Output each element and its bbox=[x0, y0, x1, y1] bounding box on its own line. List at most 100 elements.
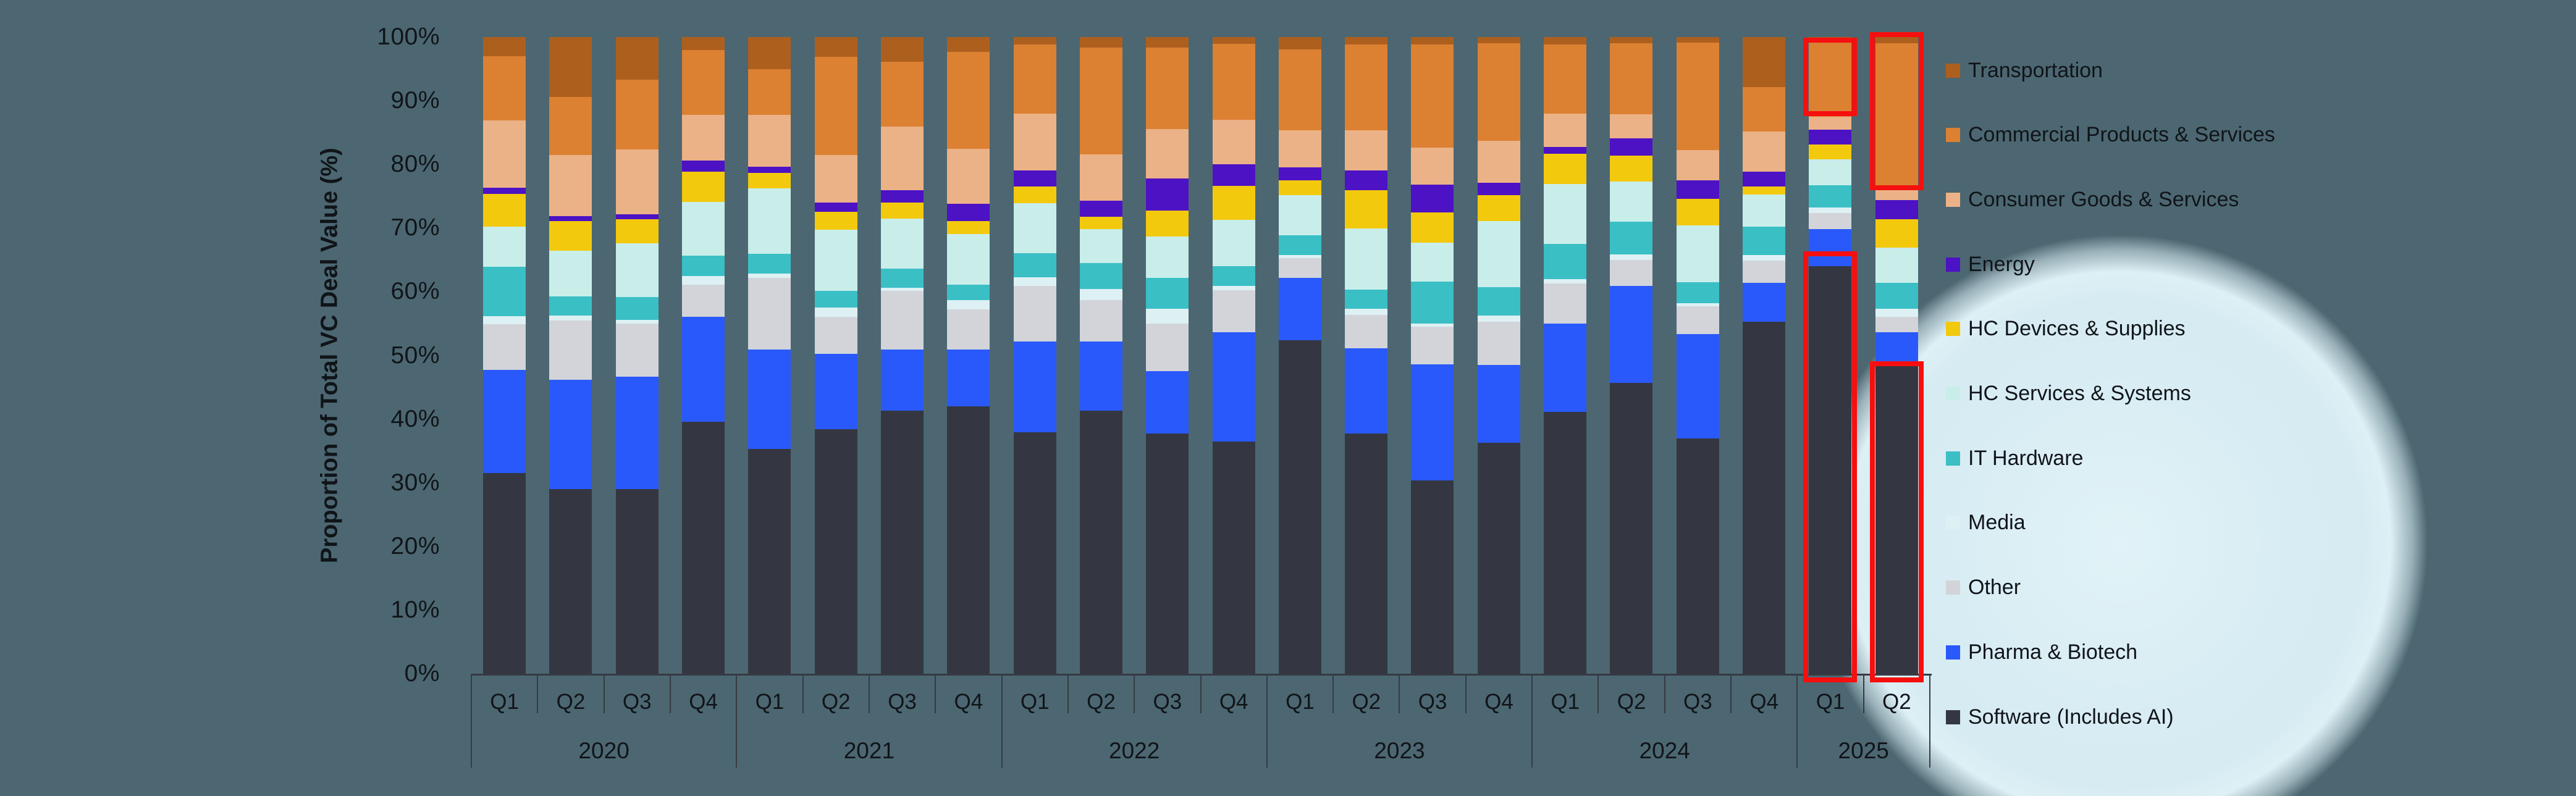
segment-hc-devices-supplies bbox=[1345, 190, 1388, 229]
x-quarter-label-q2-2025: Q2 bbox=[1882, 690, 1911, 714]
segment-hc-devices-supplies bbox=[1809, 145, 1852, 159]
legend-label-consumer-goods-services: Consumer Goods & Services bbox=[1968, 187, 2239, 211]
segment-hc-devices-supplies bbox=[748, 172, 791, 189]
x-year-label-2022: 2022 bbox=[1109, 738, 1160, 763]
segment-software-includes-ai bbox=[1875, 366, 1918, 674]
segment-other bbox=[681, 285, 725, 317]
segment-software-includes-ai bbox=[1013, 432, 1056, 674]
segment-transportation bbox=[880, 37, 924, 62]
segment-hc-services-systems bbox=[1411, 243, 1454, 282]
segment-hc-devices-supplies bbox=[1411, 212, 1454, 243]
segment-it-hardware bbox=[1411, 281, 1454, 324]
segment-software-includes-ai bbox=[1411, 480, 1454, 674]
segment-software-includes-ai bbox=[1610, 382, 1653, 674]
legend-item-transportation: Transportation bbox=[1946, 57, 2103, 84]
segment-media bbox=[1345, 309, 1388, 315]
segment-media bbox=[1079, 289, 1122, 300]
segment-pharma-biotech bbox=[1610, 286, 1653, 383]
segment-pharma-biotech bbox=[1411, 364, 1454, 480]
year-separator-tick bbox=[1796, 674, 1798, 768]
bar-q1-2020 bbox=[483, 37, 526, 674]
segment-software-includes-ai bbox=[483, 473, 526, 674]
segment-media bbox=[947, 300, 990, 310]
segment-hc-services-systems bbox=[483, 227, 526, 267]
segment-transportation bbox=[1146, 37, 1189, 48]
year-separator-tick bbox=[1001, 674, 1003, 768]
segment-it-hardware bbox=[1809, 185, 1852, 208]
x-year-label-2024: 2024 bbox=[1639, 738, 1690, 763]
segment-it-hardware bbox=[814, 291, 857, 308]
segment-energy bbox=[1079, 201, 1122, 217]
legend-swatch-pharma-biotech bbox=[1946, 645, 1960, 660]
bar-q2-2024 bbox=[1610, 37, 1653, 674]
quarter-separator-tick bbox=[1399, 674, 1400, 713]
segment-commercial-products-services bbox=[1676, 43, 1719, 150]
segment-other bbox=[748, 277, 791, 350]
bar-q2-2025 bbox=[1875, 37, 1918, 674]
segment-other bbox=[1809, 212, 1852, 230]
segment-media bbox=[1875, 309, 1918, 317]
x-quarter-label-q3-2021: Q3 bbox=[888, 690, 917, 714]
segment-commercial-products-services bbox=[1477, 43, 1520, 141]
segment-commercial-products-services bbox=[1278, 49, 1321, 130]
legend-item-consumer-goods-services: Consumer Goods & Services bbox=[1946, 186, 2239, 213]
segment-pharma-biotech bbox=[947, 350, 990, 406]
quarter-separator-tick bbox=[1134, 674, 1135, 713]
segment-commercial-products-services bbox=[748, 69, 791, 115]
year-separator-tick bbox=[1531, 674, 1533, 768]
segment-transportation bbox=[1676, 37, 1719, 43]
year-separator-tick bbox=[1266, 674, 1268, 768]
segment-commercial-products-services bbox=[1610, 43, 1653, 114]
segment-energy bbox=[681, 161, 725, 172]
segment-it-hardware bbox=[1212, 266, 1255, 287]
segment-pharma-biotech bbox=[1278, 277, 1321, 340]
x-year-label-2025: 2025 bbox=[1838, 738, 1889, 763]
segment-commercial-products-services bbox=[615, 80, 659, 149]
segment-transportation bbox=[1544, 37, 1587, 45]
x-quarter-label-q3-2024: Q3 bbox=[1683, 690, 1712, 714]
year-separator-tick bbox=[1929, 674, 1931, 768]
quarter-separator-tick bbox=[669, 674, 671, 713]
segment-pharma-biotech bbox=[1079, 341, 1122, 411]
legend-label-commercial-products-services: Commercial Products & Services bbox=[1968, 123, 2275, 147]
segment-pharma-biotech bbox=[1809, 229, 1852, 267]
legend-item-commercial-products-services: Commercial Products & Services bbox=[1946, 122, 2275, 149]
segment-commercial-products-services bbox=[1146, 47, 1189, 129]
segment-energy bbox=[549, 216, 592, 222]
segment-hc-services-systems bbox=[814, 230, 857, 291]
segment-hc-services-systems bbox=[1146, 236, 1189, 278]
segment-pharma-biotech bbox=[1676, 334, 1719, 438]
segment-consumer-goods-services bbox=[748, 114, 791, 167]
segment-consumer-goods-services bbox=[549, 154, 592, 216]
segment-hc-devices-supplies bbox=[1079, 216, 1122, 230]
segment-pharma-biotech bbox=[814, 354, 857, 430]
segment-media bbox=[1278, 254, 1321, 258]
segment-other bbox=[1743, 260, 1786, 283]
segment-hc-devices-supplies bbox=[814, 211, 857, 230]
segment-commercial-products-services bbox=[880, 62, 924, 127]
bar-q2-2021 bbox=[814, 37, 857, 674]
segment-it-hardware bbox=[1875, 283, 1918, 309]
legend-item-hc-devices-supplies: HC Devices & Supplies bbox=[1946, 316, 2185, 343]
highlight-box-q1-2025-commercial-products-services bbox=[1803, 38, 1858, 116]
quarter-separator-tick bbox=[1332, 674, 1334, 713]
segment-it-hardware bbox=[483, 267, 526, 316]
segment-other bbox=[1345, 314, 1388, 349]
quarter-separator-tick bbox=[1200, 674, 1202, 713]
x-quarter-label-q1-2023: Q1 bbox=[1286, 690, 1315, 714]
segment-hc-devices-supplies bbox=[1676, 198, 1719, 226]
segment-transportation bbox=[681, 37, 725, 50]
segment-software-includes-ai bbox=[1743, 321, 1786, 674]
x-quarter-label-q3-2020: Q3 bbox=[622, 690, 652, 714]
segment-hc-devices-supplies bbox=[1544, 153, 1587, 185]
legend-item-software-includes-ai: Software (Includes AI) bbox=[1946, 703, 2174, 731]
segment-software-includes-ai bbox=[814, 429, 857, 674]
segment-hc-devices-supplies bbox=[1477, 195, 1520, 221]
segment-hc-devices-supplies bbox=[681, 171, 725, 203]
segment-pharma-biotech bbox=[880, 350, 924, 411]
segment-software-includes-ai bbox=[1079, 411, 1122, 674]
segment-software-includes-ai bbox=[681, 421, 725, 674]
segment-it-hardware bbox=[1013, 253, 1056, 277]
x-year-label-2021: 2021 bbox=[843, 738, 895, 763]
segment-commercial-products-services bbox=[1212, 44, 1255, 120]
